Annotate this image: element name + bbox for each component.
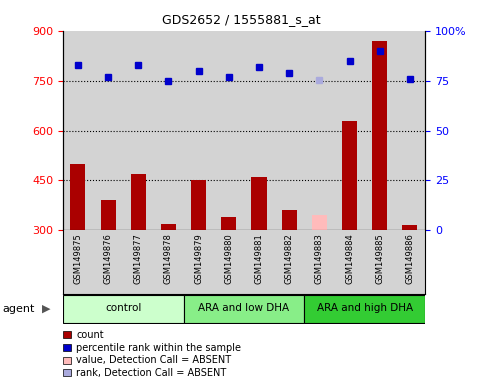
Bar — [221, 217, 236, 230]
Text: agent: agent — [2, 304, 35, 314]
Text: GSM149879: GSM149879 — [194, 233, 203, 284]
Bar — [342, 121, 357, 230]
Text: GSM149881: GSM149881 — [255, 233, 264, 284]
Bar — [161, 224, 176, 230]
Text: GSM149883: GSM149883 — [315, 233, 324, 284]
Bar — [131, 174, 146, 230]
Text: GDS2652 / 1555881_s_at: GDS2652 / 1555881_s_at — [162, 13, 321, 26]
FancyBboxPatch shape — [184, 295, 304, 323]
FancyBboxPatch shape — [304, 295, 425, 323]
FancyBboxPatch shape — [63, 295, 184, 323]
Bar — [372, 41, 387, 230]
Bar — [100, 200, 115, 230]
Bar — [191, 180, 206, 230]
Bar — [282, 210, 297, 230]
Text: GSM149880: GSM149880 — [224, 233, 233, 284]
Text: ARA and low DHA: ARA and low DHA — [199, 303, 289, 313]
Text: ARA and high DHA: ARA and high DHA — [316, 303, 413, 313]
Text: GSM149878: GSM149878 — [164, 233, 173, 284]
Bar — [252, 177, 267, 230]
Text: GSM149876: GSM149876 — [103, 233, 113, 284]
Text: count: count — [76, 330, 104, 340]
Text: percentile rank within the sample: percentile rank within the sample — [76, 343, 242, 353]
Bar — [312, 215, 327, 230]
Text: control: control — [105, 303, 142, 313]
Text: ▶: ▶ — [42, 304, 51, 314]
Bar — [71, 164, 85, 230]
Text: GSM149884: GSM149884 — [345, 233, 354, 284]
Text: GSM149875: GSM149875 — [73, 233, 83, 284]
Bar — [402, 225, 417, 230]
Text: GSM149877: GSM149877 — [134, 233, 143, 284]
Text: GSM149886: GSM149886 — [405, 233, 414, 284]
Text: GSM149885: GSM149885 — [375, 233, 384, 284]
Text: GSM149882: GSM149882 — [284, 233, 294, 284]
Text: rank, Detection Call = ABSENT: rank, Detection Call = ABSENT — [76, 368, 227, 378]
Text: value, Detection Call = ABSENT: value, Detection Call = ABSENT — [76, 355, 231, 365]
